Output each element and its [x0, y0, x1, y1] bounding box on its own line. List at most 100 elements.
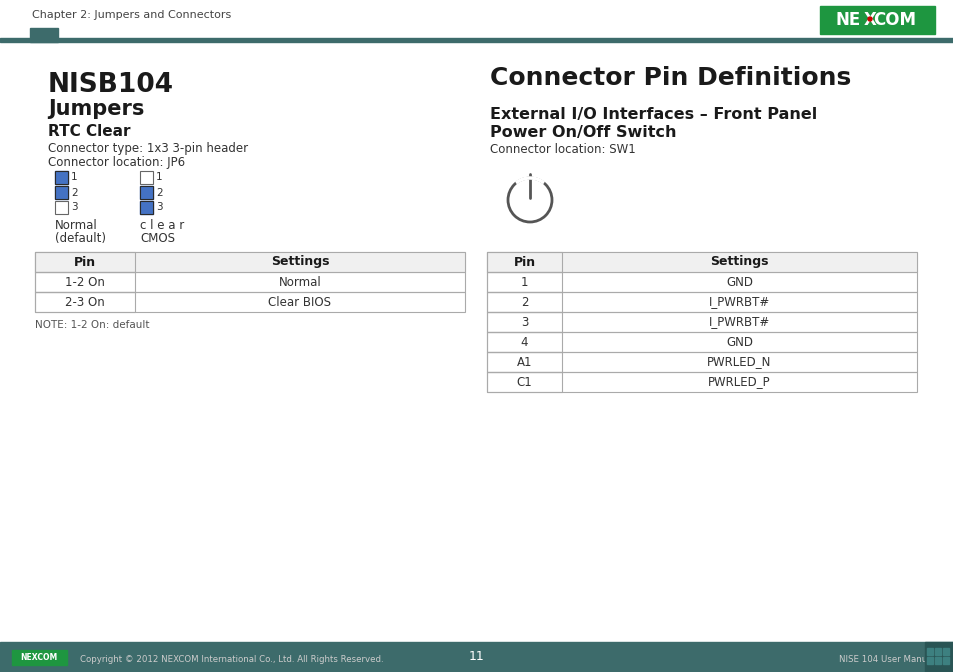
- Bar: [942, 648, 948, 655]
- Bar: [140, 186, 152, 199]
- Bar: [35, 292, 135, 312]
- Bar: [486, 372, 916, 392]
- Text: Connector location: SW1: Connector location: SW1: [490, 143, 635, 156]
- Bar: [486, 272, 561, 292]
- Bar: [486, 332, 916, 352]
- Text: 3: 3: [156, 202, 162, 212]
- Text: 3: 3: [520, 315, 528, 329]
- Text: NOTE: 1-2 On: default: NOTE: 1-2 On: default: [35, 320, 150, 330]
- Text: Jumpers: Jumpers: [48, 99, 144, 119]
- Bar: [486, 312, 916, 332]
- Bar: [140, 201, 152, 214]
- Text: A1: A1: [517, 355, 532, 368]
- Bar: [0, 0, 953, 37]
- Text: CMOS: CMOS: [140, 232, 174, 245]
- Text: RTC Clear: RTC Clear: [48, 124, 131, 139]
- Bar: [486, 332, 561, 352]
- Bar: [12, 650, 67, 665]
- Text: 2: 2: [71, 187, 77, 198]
- Bar: [486, 372, 561, 392]
- Text: Pin: Pin: [74, 255, 96, 269]
- Text: 3: 3: [71, 202, 77, 212]
- Bar: [35, 252, 464, 272]
- Bar: [55, 186, 68, 199]
- Text: Normal: Normal: [278, 276, 321, 288]
- Text: 1: 1: [71, 173, 77, 183]
- Bar: [820, 6, 934, 34]
- Bar: [140, 201, 152, 214]
- Bar: [486, 252, 916, 272]
- Text: Connector type: 1x3 3-pin header: Connector type: 1x3 3-pin header: [48, 142, 248, 155]
- Text: NE: NE: [835, 11, 860, 29]
- Bar: [486, 312, 561, 332]
- Bar: [926, 657, 932, 664]
- Text: I_PWRBT#: I_PWRBT#: [708, 315, 769, 329]
- Bar: [0, 38, 953, 42]
- Text: 1: 1: [520, 276, 528, 288]
- Bar: [486, 292, 561, 312]
- Bar: [35, 252, 135, 272]
- Text: GND: GND: [725, 335, 752, 349]
- Text: Power On/Off Switch: Power On/Off Switch: [490, 125, 676, 140]
- Bar: [0, 642, 953, 672]
- Text: PWRLED_N: PWRLED_N: [706, 355, 771, 368]
- Bar: [55, 171, 68, 184]
- Text: 1: 1: [156, 173, 162, 183]
- Bar: [55, 201, 68, 214]
- Text: NEXCOM: NEXCOM: [20, 653, 57, 662]
- Bar: [35, 292, 464, 312]
- Bar: [35, 272, 464, 292]
- Text: (default): (default): [55, 232, 106, 245]
- Bar: [486, 252, 561, 272]
- Text: 2: 2: [520, 296, 528, 308]
- Text: NISB104: NISB104: [48, 72, 173, 98]
- Text: I_PWRBT#: I_PWRBT#: [708, 296, 769, 308]
- Text: Chapter 2: Jumpers and Connectors: Chapter 2: Jumpers and Connectors: [32, 10, 231, 20]
- Bar: [486, 292, 916, 312]
- Text: Copyright © 2012 NEXCOM International Co., Ltd. All Rights Reserved.: Copyright © 2012 NEXCOM International Co…: [80, 655, 383, 664]
- Bar: [30, 28, 58, 42]
- Bar: [486, 352, 561, 372]
- Bar: [486, 292, 916, 312]
- Text: NISE 104 User Manual: NISE 104 User Manual: [839, 655, 934, 664]
- Bar: [926, 648, 932, 655]
- Text: External I/O Interfaces – Front Panel: External I/O Interfaces – Front Panel: [490, 107, 817, 122]
- Bar: [140, 171, 152, 184]
- Text: Settings: Settings: [709, 255, 768, 269]
- Text: PWRLED_P: PWRLED_P: [707, 376, 770, 388]
- Bar: [486, 312, 916, 332]
- Circle shape: [867, 17, 871, 21]
- Bar: [486, 352, 916, 372]
- Bar: [486, 272, 916, 292]
- Bar: [934, 657, 940, 664]
- Bar: [55, 186, 68, 199]
- Text: Connector Pin Definitions: Connector Pin Definitions: [490, 66, 850, 90]
- Bar: [35, 292, 464, 312]
- Bar: [55, 171, 68, 184]
- Bar: [486, 372, 916, 392]
- Bar: [35, 252, 464, 272]
- Bar: [486, 272, 916, 292]
- Bar: [35, 272, 135, 292]
- Bar: [140, 186, 152, 199]
- Text: X: X: [862, 11, 876, 29]
- Text: GND: GND: [725, 276, 752, 288]
- Bar: [924, 642, 953, 672]
- Text: 11: 11: [469, 650, 484, 663]
- Bar: [35, 272, 464, 292]
- Bar: [486, 332, 916, 352]
- Text: C1: C1: [517, 376, 532, 388]
- Text: Normal: Normal: [55, 219, 97, 232]
- Text: COM: COM: [873, 11, 916, 29]
- Bar: [942, 657, 948, 664]
- Text: 1-2 On: 1-2 On: [65, 276, 105, 288]
- Text: 2: 2: [156, 187, 162, 198]
- Bar: [934, 648, 940, 655]
- Text: 4: 4: [520, 335, 528, 349]
- Text: Connector location: JP6: Connector location: JP6: [48, 156, 185, 169]
- Bar: [486, 252, 916, 272]
- Text: Clear BIOS: Clear BIOS: [268, 296, 331, 308]
- Text: c l e a r: c l e a r: [140, 219, 184, 232]
- Bar: [55, 201, 68, 214]
- Text: Settings: Settings: [271, 255, 329, 269]
